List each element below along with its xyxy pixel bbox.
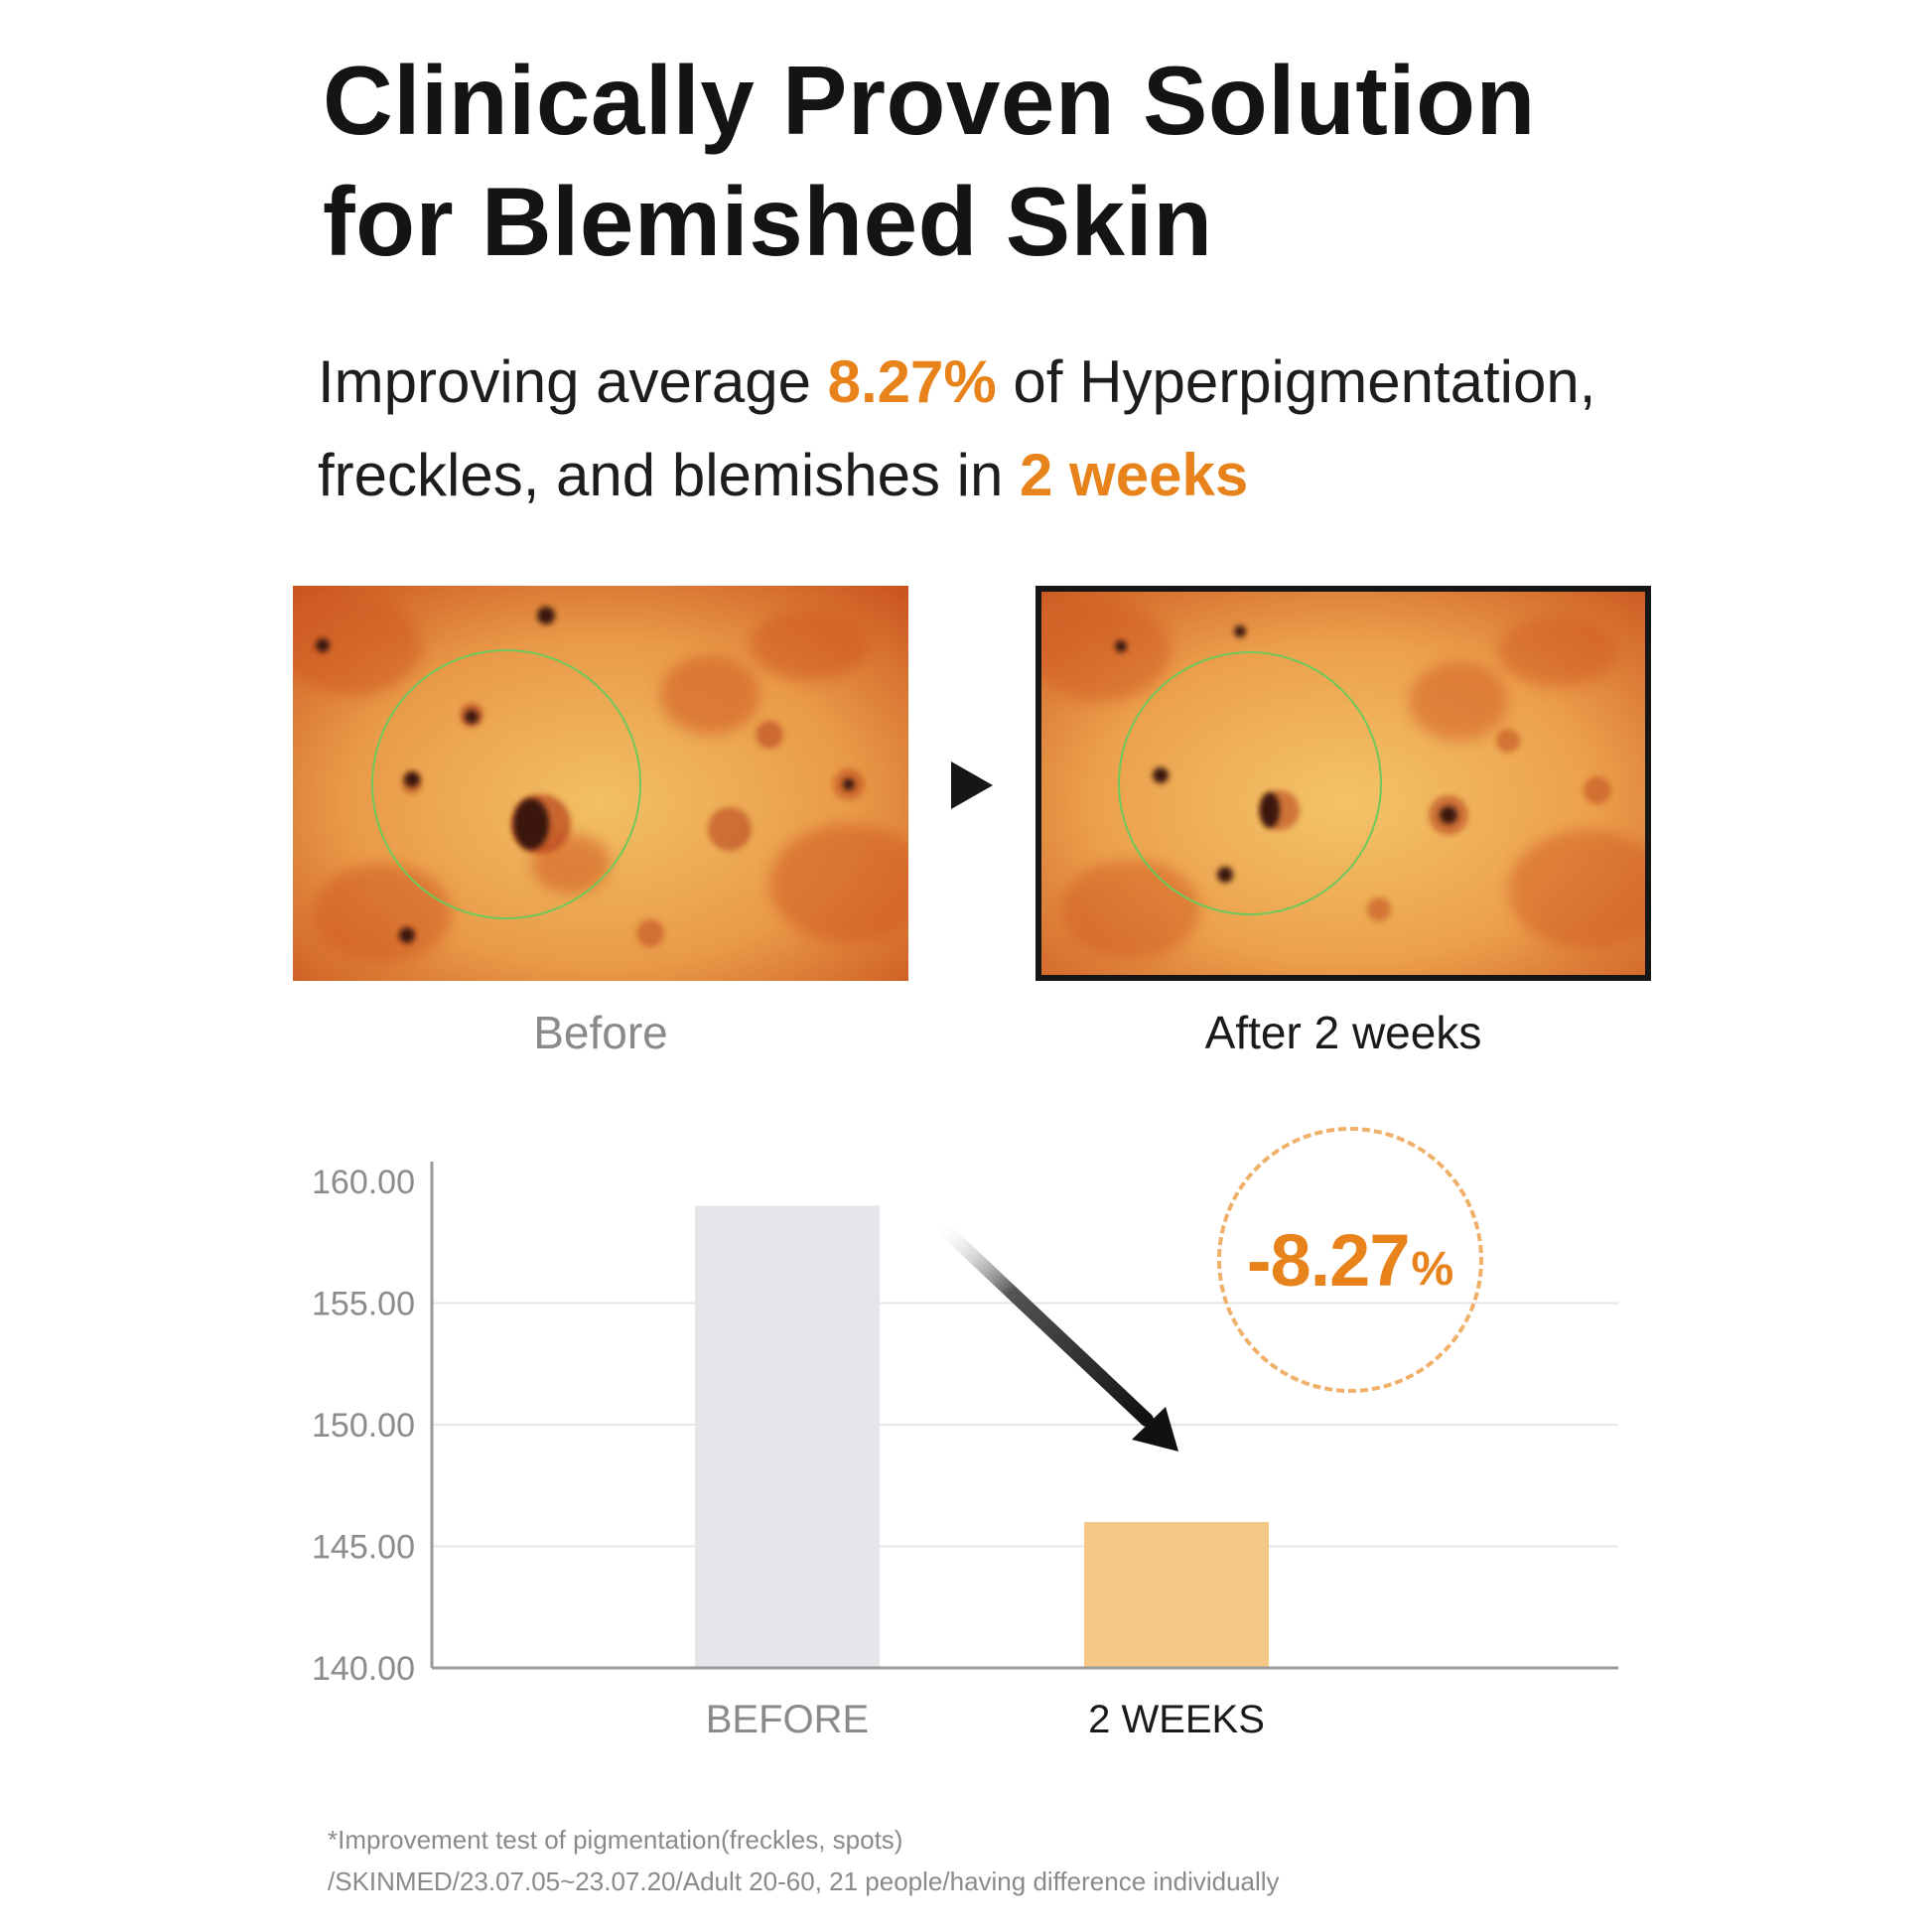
subheadline-line-1: Improving average 8.27% of Hyperpigmenta… bbox=[318, 336, 1757, 429]
footnote-line-1: *Improvement test of pigmentation(freckl… bbox=[328, 1825, 903, 1855]
decrease-arrow-icon bbox=[931, 1216, 1178, 1451]
duration-highlight: 2 weeks bbox=[1020, 442, 1249, 508]
subheadline-text-3: freckles, and blemishes in bbox=[318, 442, 1020, 508]
y-tick-label: 140.00 bbox=[312, 1650, 415, 1688]
bar-2-weeks bbox=[1084, 1522, 1269, 1668]
y-axis-ticks: 160.00 155.00 150.00 145.00 140.00 bbox=[312, 1164, 415, 1688]
headline: Clinically Proven Solution for Blemished… bbox=[323, 40, 1713, 282]
after-caption: After 2 weeks bbox=[1204, 1007, 1482, 1058]
before-skin-photo bbox=[293, 586, 908, 981]
after-skin-image bbox=[1041, 592, 1645, 975]
reduction-badge: -8.27% bbox=[1217, 1127, 1483, 1393]
y-tick-label: 155.00 bbox=[312, 1286, 415, 1323]
x-axis-labels: BEFORE 2 WEEKS bbox=[706, 1698, 1265, 1741]
percent-highlight: 8.27% bbox=[827, 348, 997, 415]
bars bbox=[695, 1205, 1269, 1668]
reduction-value: -8.27 bbox=[1246, 1218, 1411, 1302]
y-tick-label: 150.00 bbox=[312, 1407, 415, 1445]
headline-line-2: for Blemished Skin bbox=[323, 167, 1213, 276]
subheadline-text-2: of Hyperpigmentation, bbox=[996, 348, 1596, 415]
before-skin-image bbox=[293, 586, 908, 981]
before-caption: Before bbox=[533, 1007, 668, 1058]
footnote-line-2: /SKINMED/23.07.05~23.07.20/Adult 20-60, … bbox=[328, 1866, 1280, 1896]
y-tick-label: 160.00 bbox=[312, 1164, 415, 1201]
x-category-label: 2 WEEKS bbox=[1088, 1698, 1265, 1741]
headline-line-1: Clinically Proven Solution bbox=[323, 46, 1536, 155]
bar-before bbox=[695, 1205, 880, 1668]
before-to-after-arrow-icon bbox=[951, 761, 993, 809]
subheadline-line-2: freckles, and blemishes in 2 weeks bbox=[318, 429, 1757, 522]
reduction-unit: % bbox=[1411, 1242, 1454, 1296]
after-skin-photo bbox=[1035, 586, 1651, 981]
footnote: *Improvement test of pigmentation(freckl… bbox=[328, 1819, 1767, 1902]
x-category-label: BEFORE bbox=[706, 1698, 869, 1741]
subheadline-text-1: Improving average bbox=[318, 348, 828, 415]
y-tick-label: 145.00 bbox=[312, 1529, 415, 1567]
subheadline: Improving average 8.27% of Hyperpigmenta… bbox=[318, 336, 1757, 522]
